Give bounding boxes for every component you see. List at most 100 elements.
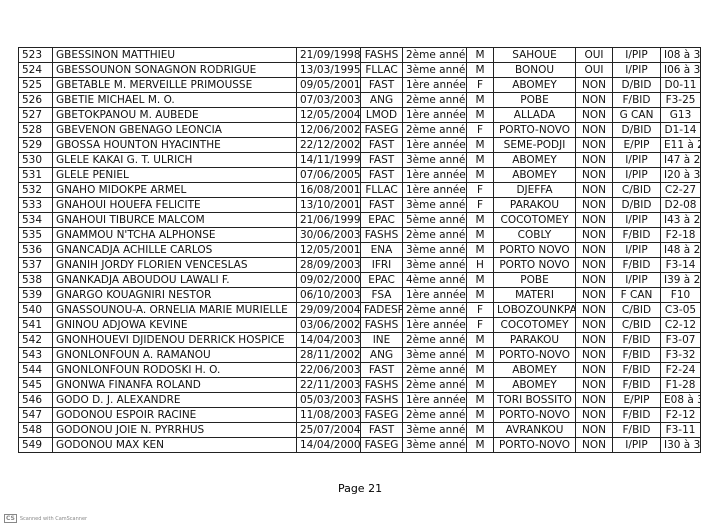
table-row: 528 GBEVENON GBENAGO LEONCIA 12/06/2002 FAS… [18, 122, 701, 138]
table-row: 540 GNASSOUNOU-A. ORNELIA MARIE MURIELLE 2… [18, 302, 701, 318]
table-cell: 536 [18, 242, 53, 258]
table-cell: FASHS [360, 47, 403, 63]
table-cell: M [466, 332, 494, 348]
table-cell: F3-25 [660, 92, 701, 108]
table-cell: ENA [360, 242, 403, 258]
table-cell: DJEFFA [493, 182, 576, 198]
table-row: 531 GLELE PENIEL 07/06/2005 FAST 1ère année M… [18, 167, 701, 183]
table-cell: GODONOU ESPOIR RACINE [52, 407, 297, 423]
table-cell: FASEG [360, 407, 403, 423]
table-cell: ABOMEY [493, 152, 576, 168]
table-cell: 16/08/2001 [296, 182, 361, 198]
table-cell: I/PIP [612, 242, 661, 258]
table-cell: 525 [18, 77, 53, 93]
table-cell: NON [575, 77, 613, 93]
table-cell: 2ème année [402, 92, 467, 108]
table-cell: COCOTOMEY [493, 317, 576, 333]
table-cell: 3ème année [402, 62, 467, 78]
table-cell: E/PIP [612, 137, 661, 153]
table-cell: 2ème année [402, 227, 467, 243]
table-cell: 1ère année [402, 137, 467, 153]
table-cell: D2-08 [660, 197, 701, 213]
table-row: 526 GBETIE MICHAEL M. O. 07/03/2003 ANG 2ème… [18, 92, 701, 108]
table-cell: EPAC [360, 212, 403, 228]
table-cell: F [466, 182, 494, 198]
table-row: 542 GNONHOUEVI DJIDENOU DERRICK HOSPICE 14… [18, 332, 701, 348]
table-cell: GBOSSA HOUNTON HYACINTHE [52, 137, 297, 153]
table-cell: SEME-PODJI [493, 137, 576, 153]
table-cell: 28/09/2003 [296, 257, 361, 273]
table-cell: PORTO-NOVO [493, 437, 576, 453]
table-cell: 4ème année [402, 272, 467, 288]
table-row: 529 GBOSSA HOUNTON HYACINTHE 22/12/2002 FAS… [18, 137, 701, 153]
table-row: 536 GNANCADJA ACHILLE CARLOS 12/05/2001 ENA… [18, 242, 701, 258]
table-cell: FAST [360, 197, 403, 213]
table-cell: F [466, 197, 494, 213]
table-cell: I/PIP [612, 167, 661, 183]
table-cell: M [466, 152, 494, 168]
table-cell: F [466, 77, 494, 93]
table-cell: GNAHOUI TIBURCE MALCOM [52, 212, 297, 228]
table-cell: 3ème année [402, 152, 467, 168]
table-cell: GBETIE MICHAEL M. O. [52, 92, 297, 108]
table-row: 546 GODO D. J. ALEXANDRE 05/03/2003 FASHS 1è… [18, 392, 701, 408]
table-cell: 539 [18, 287, 53, 303]
table-cell: I08 à 3 [660, 47, 701, 63]
table-cell: NON [575, 317, 613, 333]
table-cell: M [466, 227, 494, 243]
table-cell: F3-32 [660, 347, 701, 363]
table-cell: F/BID [612, 332, 661, 348]
table-cell: 14/11/1999 [296, 152, 361, 168]
table-cell: C/BID [612, 317, 661, 333]
table-cell: F3-11 [660, 422, 701, 438]
table-cell: FLLAC [360, 62, 403, 78]
table-cell: NON [575, 287, 613, 303]
table-row: 527 GBETOKPANOU M. AUBEDE 12/05/2004 LMOD 1è… [18, 107, 701, 123]
table-cell: I47 à 2 [660, 152, 701, 168]
table-cell: 544 [18, 362, 53, 378]
table-cell: GBEVENON GBENAGO LEONCIA [52, 122, 297, 138]
table-cell: F2-12 [660, 407, 701, 423]
table-cell: 524 [18, 62, 53, 78]
table-cell: 1ère année [402, 167, 467, 183]
page-number: Page 21 [337, 482, 383, 495]
table-cell: NON [575, 227, 613, 243]
table-cell: C2-27 [660, 182, 701, 198]
table-cell: I06 à 3 [660, 62, 701, 78]
table-cell: 2ème année [402, 362, 467, 378]
table-cell: PORTO-NOVO [493, 122, 576, 138]
table-cell: 3ème année [402, 437, 467, 453]
table-cell: 07/03/2003 [296, 92, 361, 108]
table-cell: ANG [360, 347, 403, 363]
table-cell: M [466, 242, 494, 258]
table-cell: 03/06/2002 [296, 317, 361, 333]
table-cell: GNAHO MIDOKPE ARMEL [52, 182, 297, 198]
table-cell: GNANIH JORDY FLORIEN VENCESLAS [52, 257, 297, 273]
table-cell: 2ème année [402, 47, 467, 63]
table-cell: 21/09/1998 [296, 47, 361, 63]
table-cell: NON [575, 137, 613, 153]
table-cell: GODO D. J. ALEXANDRE [52, 392, 297, 408]
table-cell: 549 [18, 437, 53, 453]
table-cell: 30/06/2003 [296, 227, 361, 243]
table-cell: M [466, 167, 494, 183]
table-cell: 5ème année [402, 212, 467, 228]
table-cell: GLELE PENIEL [52, 167, 297, 183]
table-row: 535 GNAMMOU N'TCHA ALPHONSE 30/06/2003 FASH… [18, 227, 701, 243]
table-row: 545 GNONWA FINANFA ROLAND 22/11/2003 FASHS 2… [18, 377, 701, 393]
table-cell: NON [575, 197, 613, 213]
table-cell: FAST [360, 152, 403, 168]
table-cell: 547 [18, 407, 53, 423]
table-cell: FAST [360, 422, 403, 438]
table-cell: 22/12/2002 [296, 137, 361, 153]
table-cell: FASHS [360, 227, 403, 243]
table-cell: F1-28 [660, 377, 701, 393]
table-cell: 534 [18, 212, 53, 228]
table-cell: FAST [360, 77, 403, 93]
table-cell: M [466, 392, 494, 408]
table-cell: GNONHOUEVI DJIDENOU DERRICK HOSPICE [52, 332, 297, 348]
table-cell: NON [575, 302, 613, 318]
table-cell: PARAKOU [493, 197, 576, 213]
table-cell: 2ème année [402, 407, 467, 423]
table-cell: FAST [360, 167, 403, 183]
